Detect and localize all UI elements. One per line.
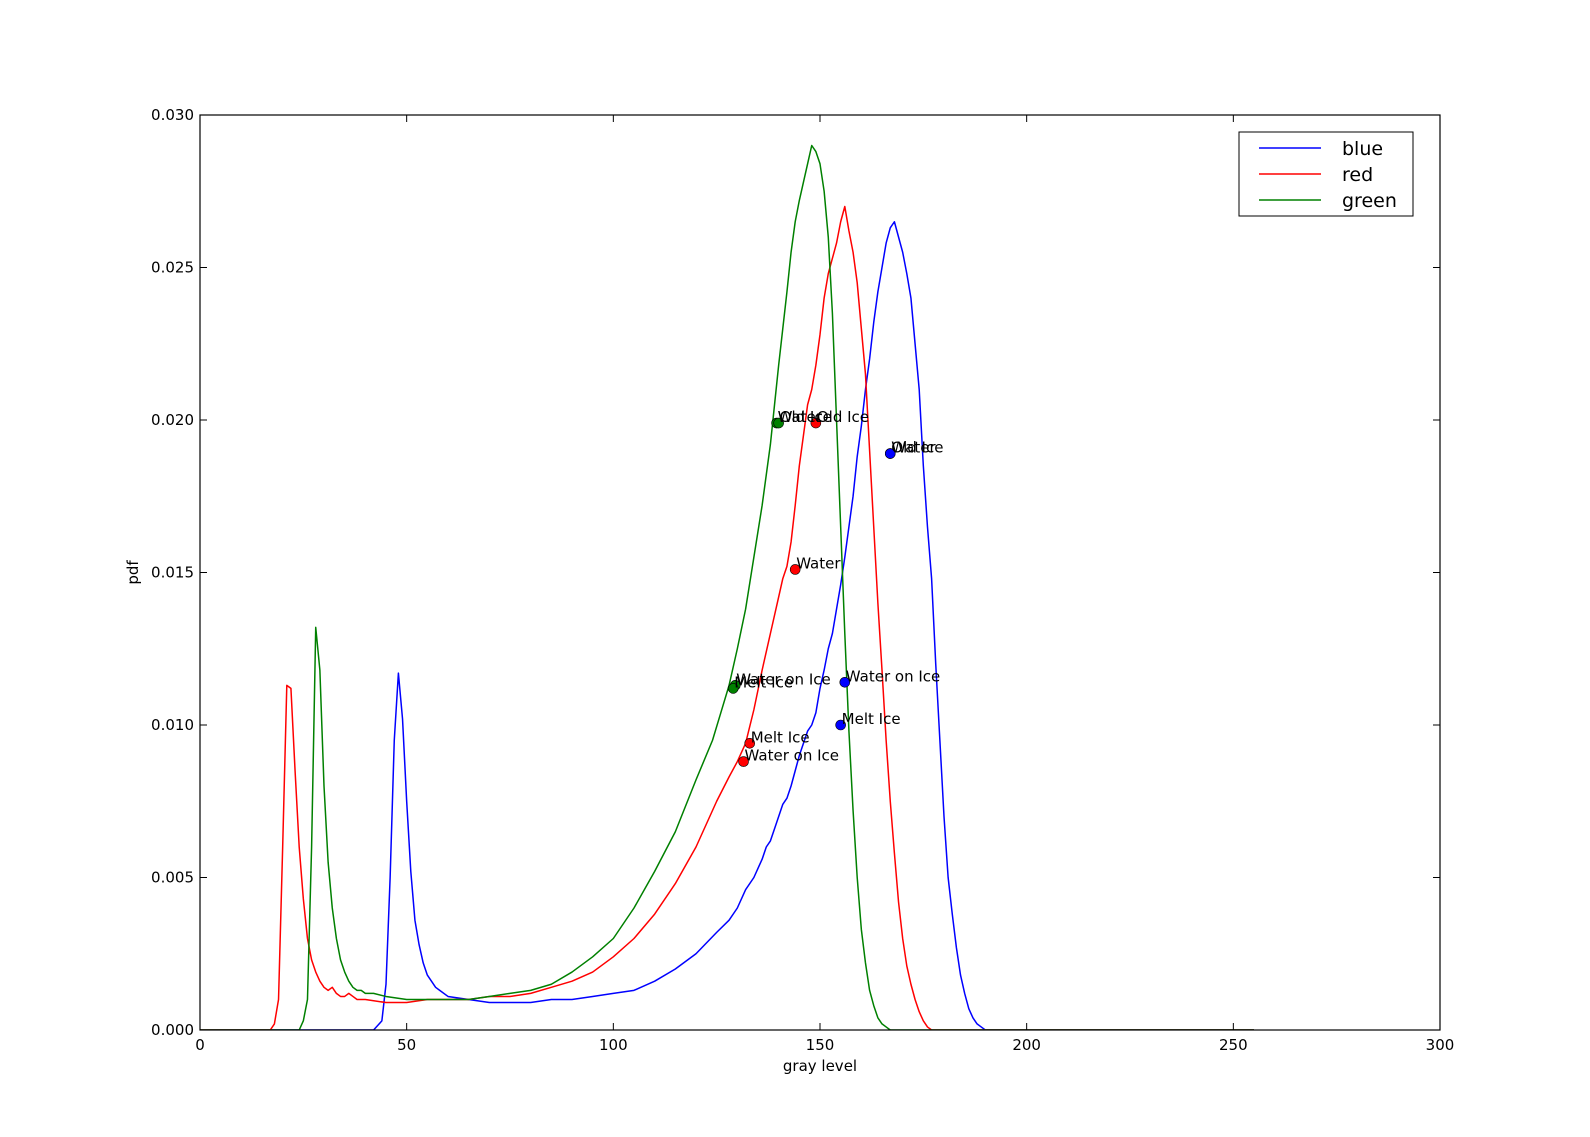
annotation-label: Water bbox=[891, 439, 936, 457]
series-layer bbox=[200, 144, 1254, 1030]
x-axis-label: gray level bbox=[783, 1057, 857, 1075]
x-tick-label: 100 bbox=[599, 1036, 628, 1054]
annotation-label: Melt Ice bbox=[751, 728, 810, 746]
annotation-marker bbox=[884, 448, 896, 459]
y-axis-label: pdf bbox=[124, 560, 142, 585]
legend: blue red green bbox=[1238, 131, 1414, 217]
annotation-marker bbox=[835, 719, 846, 731]
y-tick-label: 0.010 bbox=[151, 716, 194, 734]
x-tick-label: 50 bbox=[397, 1036, 416, 1054]
legend-label-red: red bbox=[1342, 164, 1373, 186]
annotation-marker bbox=[727, 683, 739, 694]
x-tick-label: 200 bbox=[1012, 1036, 1041, 1054]
x-tick-label: 0 bbox=[195, 1036, 205, 1054]
annotation-label: Old Ice bbox=[817, 408, 869, 426]
legend-label-blue: blue bbox=[1342, 138, 1383, 160]
series-line-blue bbox=[200, 221, 1254, 1030]
y-tick-label: 0.005 bbox=[151, 869, 194, 887]
annotation-marker bbox=[738, 756, 749, 767]
annotation-marker bbox=[839, 676, 851, 688]
annotation-marker bbox=[789, 564, 801, 575]
axes: 0 50 100 150 200 250 300 0.000 0.005 0.010 0.015 0.… bbox=[151, 106, 1454, 1054]
x-tick-label: 300 bbox=[1426, 1036, 1455, 1054]
y-tick-label: 0.025 bbox=[151, 259, 194, 277]
annotation-label: Water on Ice bbox=[736, 670, 830, 688]
plot-background bbox=[200, 115, 1440, 1030]
annotation-label: Melt Ice bbox=[842, 710, 901, 728]
annotation-label: Water bbox=[778, 408, 823, 426]
legend-label-green: green bbox=[1342, 190, 1397, 212]
y-tick-label: 0.015 bbox=[151, 564, 194, 582]
annotation-label: Melt Ice bbox=[734, 673, 793, 691]
annotation-label: Water bbox=[796, 554, 841, 572]
annotation-label: Water on Ice bbox=[745, 747, 839, 765]
x-tick-label: 150 bbox=[806, 1036, 835, 1054]
annotation-marker bbox=[744, 737, 756, 749]
plot-area bbox=[200, 115, 1440, 1030]
x-tick-label: 250 bbox=[1219, 1036, 1248, 1054]
annotation-marker bbox=[773, 417, 784, 429]
series-line-green bbox=[200, 144, 1254, 1030]
annotation-label: Old Ice bbox=[891, 439, 943, 457]
annotation-label: Old Ice bbox=[780, 408, 832, 426]
y-tick-label: 0.030 bbox=[151, 106, 194, 124]
series-line-red bbox=[200, 205, 1254, 1030]
y-tick-label: 0.020 bbox=[151, 411, 194, 429]
annotation-label: Water on Ice bbox=[846, 667, 940, 685]
y-tick-label: 0.000 bbox=[151, 1021, 194, 1039]
annotation-marker bbox=[810, 417, 822, 429]
